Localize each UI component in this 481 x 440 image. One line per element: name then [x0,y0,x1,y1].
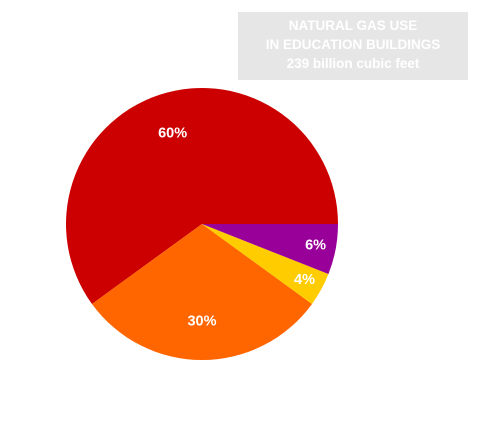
chart-title-line-2: IN EDUCATION BUILDINGS [265,37,441,52]
pie-labels: 60% 30% 4% 6% [158,125,326,329]
pie-slice-6 [202,224,338,275]
pie-slice-60 [66,88,339,304]
pie-label-6: 6% [305,238,326,254]
pie-label-60: 60% [158,125,187,141]
chart-title-line-1: NATURAL GAS USE [288,18,418,33]
chart-subtitle: 239 billion cubic feet [286,56,420,71]
pie-label-4: 4% [294,272,315,288]
chart-title-box: NATURAL GAS USE IN EDUCATION BUILDINGS 2… [238,12,468,80]
pie-label-30: 30% [187,314,216,330]
pie-slice-30 [91,224,313,361]
pie-slices [66,88,339,361]
pie-slice-4 [202,224,329,304]
